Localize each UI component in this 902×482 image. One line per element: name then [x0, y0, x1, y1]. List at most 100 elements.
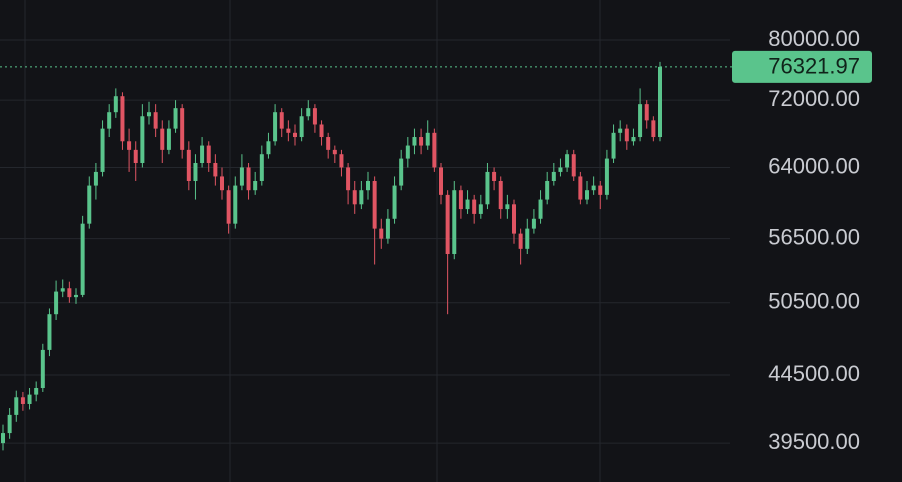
- candle-body: [551, 171, 556, 181]
- candle-body: [352, 190, 357, 205]
- candle-body: [412, 137, 417, 146]
- candle-body: [233, 185, 238, 224]
- candle-body: [193, 162, 198, 181]
- candle-body: [432, 132, 437, 168]
- y-tick-label: 44500.00: [768, 361, 860, 386]
- candle-body: [286, 128, 291, 133]
- candle-body: [618, 128, 623, 133]
- candle-body: [531, 218, 536, 229]
- candle-body: [399, 158, 404, 186]
- candle-body: [379, 228, 384, 239]
- candle-body: [644, 104, 649, 121]
- candle-body: [518, 233, 523, 249]
- candle-body: [505, 204, 510, 210]
- candle-body: [624, 128, 629, 142]
- candle-body: [67, 288, 72, 298]
- candle-body: [293, 132, 297, 138]
- candle-body: [372, 180, 377, 229]
- candle-body: [638, 104, 643, 138]
- candle-body: [34, 388, 39, 395]
- candle-body: [20, 397, 25, 404]
- candle-body: [60, 288, 65, 292]
- candle-body: [525, 228, 530, 249]
- candle-body: [452, 190, 457, 255]
- candle-body: [239, 167, 244, 186]
- candle-body: [226, 190, 231, 224]
- candle-body: [591, 185, 596, 191]
- candle-body: [392, 185, 397, 219]
- candle-body: [246, 167, 251, 191]
- candle-body: [465, 199, 470, 210]
- candle-body: [558, 167, 563, 172]
- candle-body: [578, 176, 583, 200]
- candle-body: [87, 185, 92, 224]
- candle-body: [326, 137, 331, 150]
- candle-body: [359, 190, 364, 205]
- candle-body: [346, 167, 351, 191]
- candle-body: [306, 108, 311, 117]
- candle-body: [93, 171, 98, 186]
- candle-body: [147, 112, 151, 117]
- candle-body: [585, 190, 589, 200]
- last-price-box: [732, 50, 872, 83]
- candle-body: [458, 190, 463, 210]
- candle-body: [419, 137, 424, 146]
- candle-body: [611, 132, 616, 159]
- candle-body: [54, 291, 59, 315]
- candle-body: [498, 180, 503, 210]
- candle-body: [127, 141, 132, 150]
- candle-body: [658, 66, 662, 138]
- y-tick-label: 64000.00: [768, 153, 860, 178]
- candle-body: [598, 185, 603, 195]
- candle-body: [385, 218, 390, 239]
- candle-body: [472, 199, 477, 214]
- vertical-grid: [24, 0, 601, 482]
- candle-body: [279, 112, 284, 129]
- candle-body: [439, 167, 443, 195]
- candle-body: [512, 204, 516, 234]
- candle-body: [478, 204, 483, 214]
- y-tick-label: 72000.00: [768, 86, 860, 111]
- candle-body: [14, 397, 19, 415]
- candle-body: [571, 154, 576, 177]
- candle-body: [253, 180, 258, 191]
- candle-body: [166, 128, 171, 150]
- candle-body: [74, 294, 78, 298]
- candle-body: [266, 141, 271, 155]
- candle-body: [332, 149, 337, 155]
- candle-body: [27, 394, 32, 404]
- candle-body: [273, 112, 278, 142]
- candle-body: [545, 180, 550, 200]
- candle-body: [299, 116, 304, 138]
- candle-body: [200, 145, 205, 163]
- candle-body: [180, 108, 185, 150]
- candle-body: [538, 199, 543, 219]
- candle-body: [153, 112, 158, 129]
- candle-body: [133, 149, 138, 163]
- y-tick-label: 80000.00: [768, 26, 860, 51]
- candle-body: [100, 128, 105, 172]
- candle-body: [113, 96, 118, 113]
- candle-body: [213, 162, 218, 177]
- y-tick-label: 56500.00: [768, 224, 860, 249]
- candle-body: [565, 154, 570, 168]
- candle-body: [604, 158, 609, 195]
- candle-body: [319, 124, 324, 138]
- candle-body: [40, 349, 45, 389]
- candle-body: [47, 314, 52, 350]
- candle-body: [206, 145, 211, 163]
- candle-body: [220, 176, 224, 191]
- candle-body: [405, 145, 410, 159]
- candle-body: [7, 414, 12, 434]
- candle-body: [1, 433, 5, 444]
- candle-body: [160, 128, 165, 150]
- candle-body: [445, 194, 450, 255]
- candle-body: [312, 108, 317, 125]
- candle-body: [186, 149, 191, 181]
- candle-body: [259, 154, 264, 181]
- y-tick-label: 39500.00: [768, 429, 860, 454]
- y-tick-label: 50500.00: [768, 289, 860, 314]
- candle-body: [366, 180, 370, 191]
